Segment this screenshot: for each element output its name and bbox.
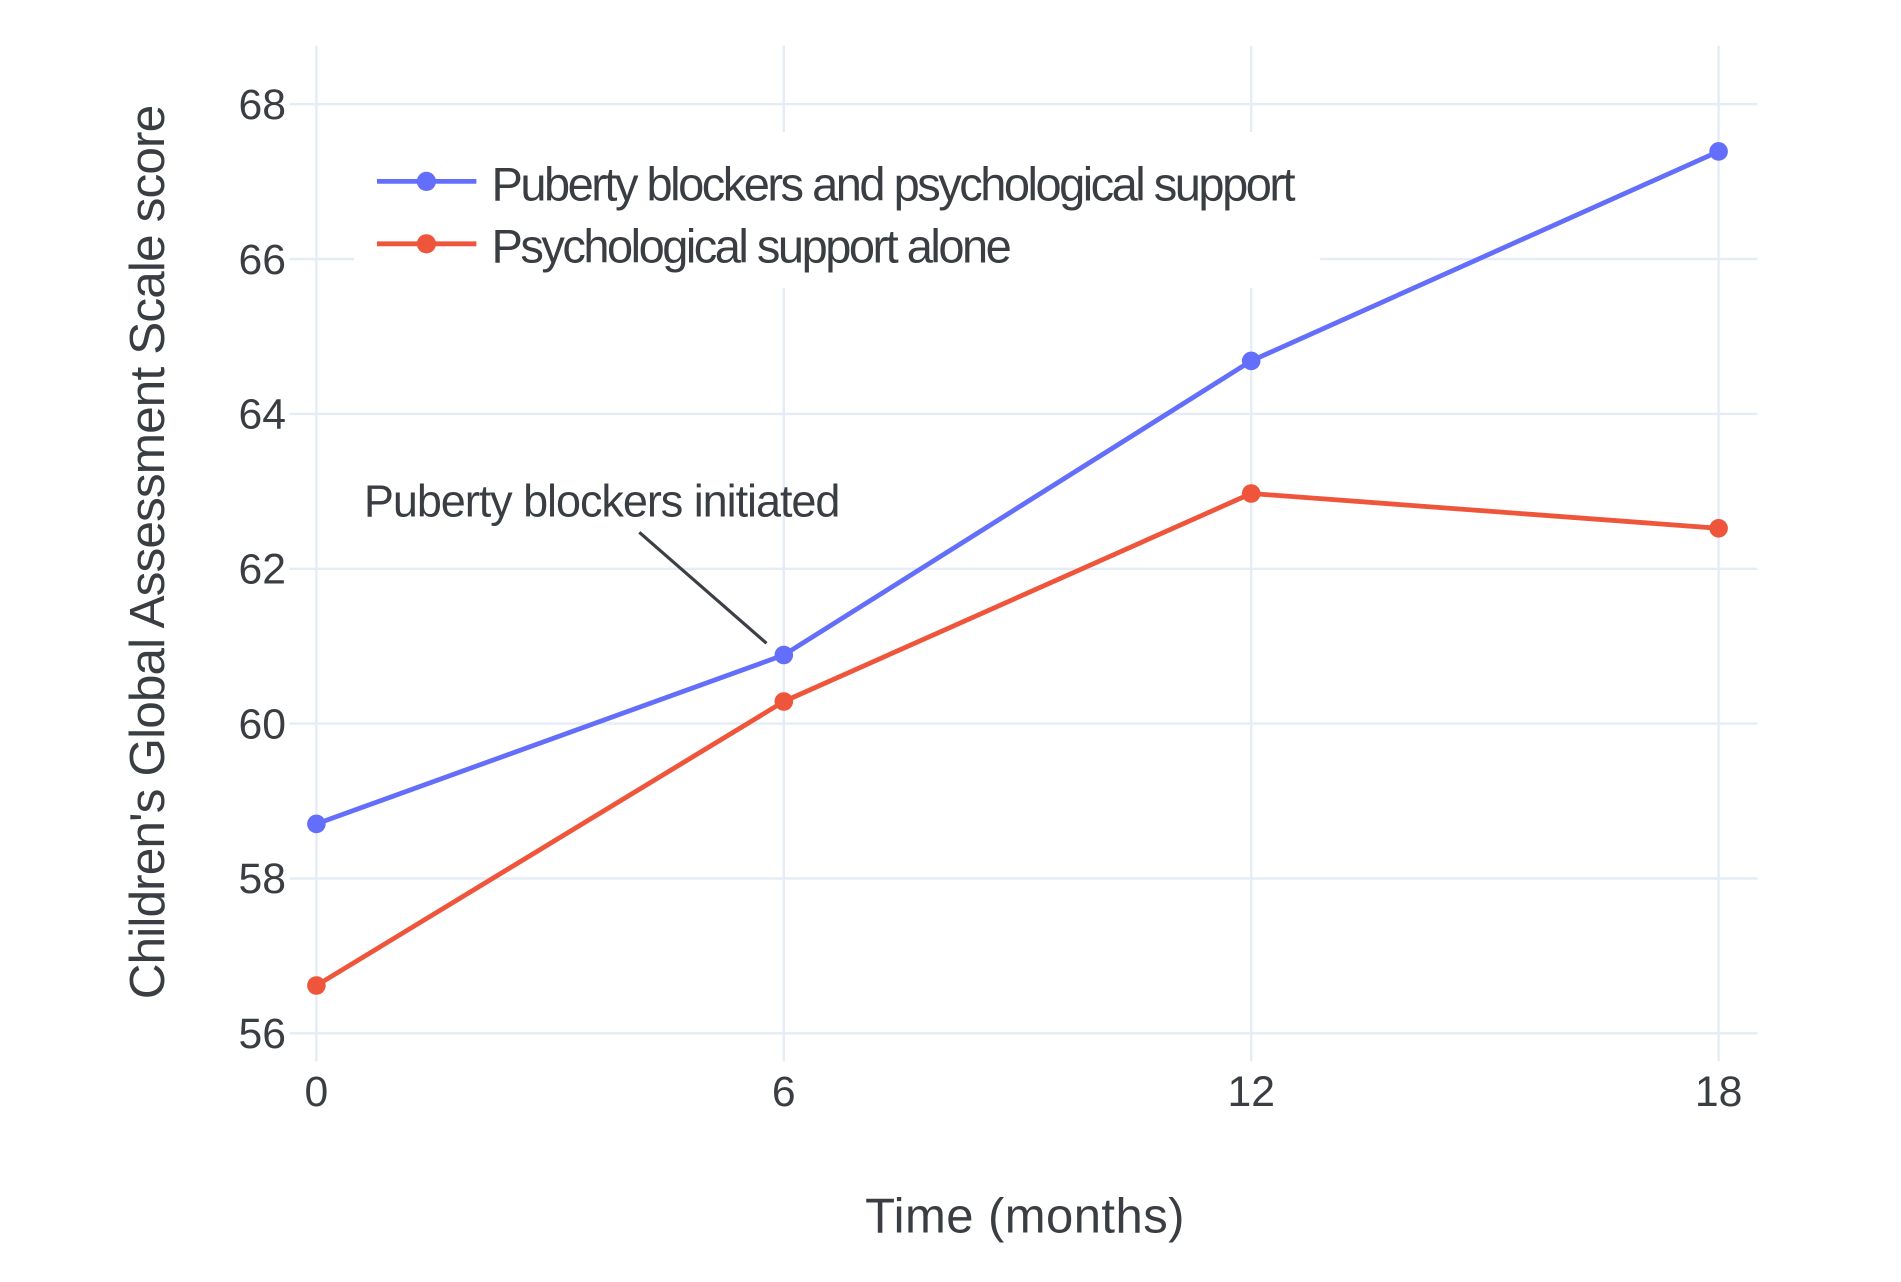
svg-text:68: 68: [239, 81, 286, 129]
svg-text:Psychological support alone: Psychological support alone: [492, 220, 1011, 273]
svg-text:6: 6: [772, 1068, 796, 1116]
svg-text:Time (months): Time (months): [865, 1190, 1185, 1244]
svg-text:60: 60: [239, 700, 286, 748]
svg-text:58: 58: [239, 855, 286, 903]
svg-text:56: 56: [239, 1010, 286, 1058]
svg-text:Puberty blockers initiated: Puberty blockers initiated: [364, 476, 839, 527]
svg-text:Puberty blockers and psycholog: Puberty blockers and psychological suppo…: [492, 157, 1296, 210]
svg-text:Children's Global Assessment S: Children's Global Assessment Scale score: [120, 106, 175, 1000]
svg-text:18: 18: [1695, 1068, 1742, 1116]
svg-text:62: 62: [239, 546, 286, 594]
svg-text:12: 12: [1227, 1068, 1274, 1116]
svg-text:66: 66: [239, 236, 286, 284]
svg-text:64: 64: [239, 391, 286, 439]
svg-text:0: 0: [305, 1068, 329, 1116]
